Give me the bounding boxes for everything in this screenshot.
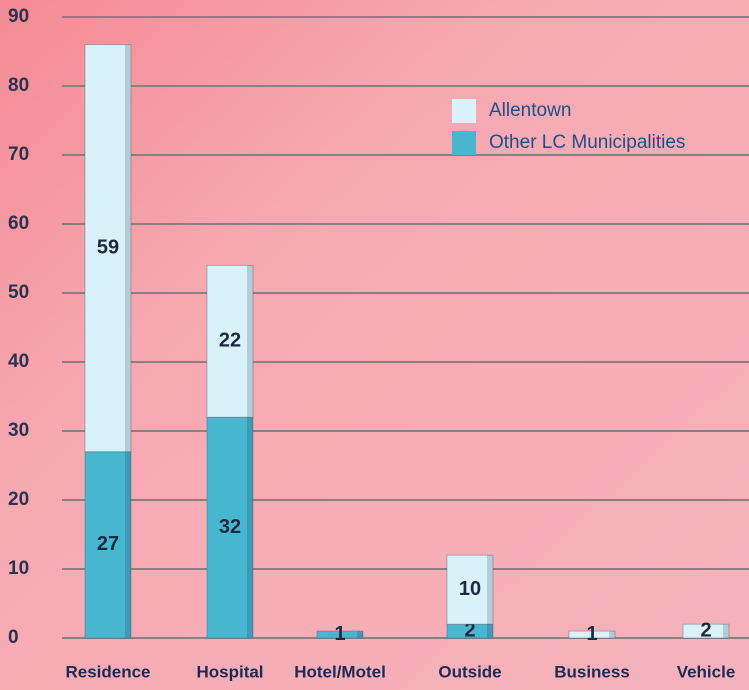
data-label: 10 xyxy=(459,578,481,600)
y-tick-label: 20 xyxy=(8,489,29,510)
x-tick-label: Hospital xyxy=(196,662,263,681)
y-tick-label: 80 xyxy=(8,75,29,96)
bar-segment xyxy=(568,630,616,639)
data-label: 32 xyxy=(219,516,241,538)
data-label: 1 xyxy=(586,623,597,645)
bar-shade xyxy=(125,44,131,452)
data-label: 2 xyxy=(464,619,475,641)
legend-swatch xyxy=(452,99,476,123)
x-tick-label: Hotel/Motel xyxy=(294,662,386,681)
bar-segment xyxy=(84,44,132,453)
bar-segment xyxy=(84,451,132,639)
y-tick-label: 10 xyxy=(8,558,29,579)
y-tick-label: 30 xyxy=(8,420,29,441)
y-tick-label: 90 xyxy=(8,6,29,27)
data-label: 59 xyxy=(97,236,119,258)
y-tick-label: 40 xyxy=(8,351,29,372)
legend-label: Other LC Municipalities xyxy=(489,132,685,153)
data-label: 27 xyxy=(97,533,119,555)
y-tick-label: 50 xyxy=(8,282,29,303)
bar-shade xyxy=(487,624,493,638)
x-tick-label: Vehicle xyxy=(677,662,736,681)
y-tick-label: 0 xyxy=(8,627,19,648)
data-label: 22 xyxy=(219,330,241,352)
bar-segment xyxy=(206,416,254,639)
y-tick-label: 70 xyxy=(8,144,29,165)
x-tick-label: Residence xyxy=(65,662,150,681)
bar-shade xyxy=(723,624,729,638)
bar-shade xyxy=(487,555,493,625)
bar-shade xyxy=(125,451,131,638)
legend-label: Allentown xyxy=(489,100,571,121)
bar-shade xyxy=(247,265,253,418)
data-label: 2 xyxy=(700,619,711,641)
x-tick-label: Outside xyxy=(438,662,501,681)
y-tick-label: 60 xyxy=(8,213,29,234)
data-label: 1 xyxy=(334,623,345,645)
bar-shade xyxy=(609,631,615,638)
bar-segment xyxy=(316,630,364,639)
bar-shade xyxy=(247,417,253,638)
bar-segment xyxy=(446,554,494,625)
bar-segment xyxy=(682,623,730,639)
legend-swatch xyxy=(452,131,476,155)
bar-shade xyxy=(357,631,363,638)
bar-segment xyxy=(206,264,254,418)
x-tick-label: Business xyxy=(554,662,630,681)
